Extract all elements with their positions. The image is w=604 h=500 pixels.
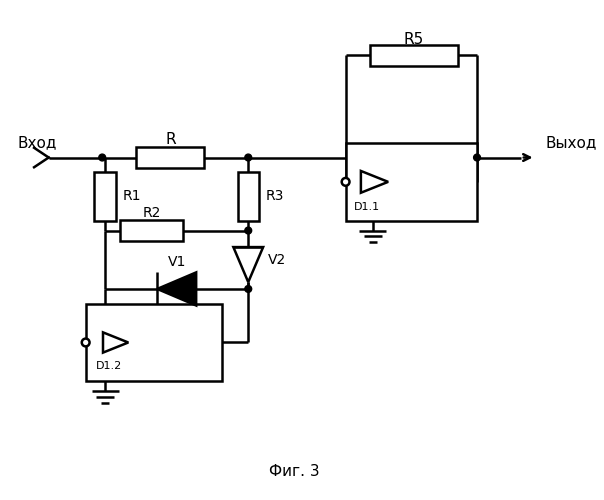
Text: R1: R1 (123, 190, 141, 203)
Bar (237, 172, 259, 221)
Text: R3: R3 (266, 190, 284, 203)
Text: V2: V2 (268, 252, 286, 266)
Text: R5: R5 (403, 32, 424, 47)
Bar (120, 220, 183, 241)
Circle shape (245, 286, 252, 292)
Text: Фиг. 3: Фиг. 3 (269, 464, 320, 479)
Text: R: R (165, 132, 176, 148)
Circle shape (245, 227, 252, 234)
Bar (370, 44, 458, 66)
Circle shape (99, 154, 106, 161)
Bar (94, 172, 116, 221)
Bar (345, 143, 477, 221)
Text: D1.1: D1.1 (353, 202, 379, 212)
Text: D1.2: D1.2 (95, 361, 121, 371)
Text: V1: V1 (167, 254, 186, 268)
Text: Вход: Вход (18, 134, 57, 150)
Circle shape (342, 178, 350, 186)
Polygon shape (157, 272, 196, 306)
Text: R2: R2 (142, 206, 161, 220)
Text: Выход: Выход (545, 134, 597, 150)
Bar (137, 147, 204, 168)
Bar (86, 304, 222, 382)
Circle shape (245, 154, 252, 161)
Circle shape (82, 338, 89, 346)
Circle shape (474, 154, 480, 161)
